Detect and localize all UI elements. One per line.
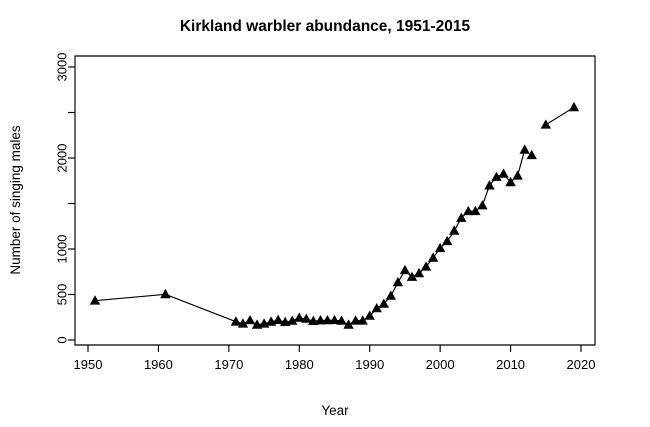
data-point-marker bbox=[301, 313, 312, 323]
data-point-marker bbox=[456, 212, 467, 222]
data-point-marker bbox=[244, 314, 256, 325]
data-point-marker bbox=[287, 315, 298, 325]
data-point-marker bbox=[272, 314, 284, 324]
y-tick-label: 500 bbox=[54, 284, 69, 306]
data-point-marker bbox=[427, 252, 439, 262]
data-point-marker bbox=[498, 168, 509, 178]
data-point-marker bbox=[371, 303, 382, 313]
x-tick-label: 1970 bbox=[214, 357, 243, 372]
data-point-marker bbox=[392, 277, 404, 287]
data-point-marker bbox=[336, 315, 347, 325]
data-point-marker bbox=[364, 310, 375, 320]
data-point-marker bbox=[441, 235, 453, 246]
x-tick-label: 2010 bbox=[496, 357, 525, 372]
data-point-marker bbox=[477, 200, 488, 210]
data-point-marker bbox=[399, 264, 411, 275]
data-point-marker bbox=[449, 225, 460, 235]
y-tick-label: 3000 bbox=[54, 53, 69, 82]
x-tick-label: 1950 bbox=[74, 357, 103, 372]
data-point-marker bbox=[491, 171, 502, 181]
data-point-marker bbox=[434, 242, 446, 253]
data-point-marker bbox=[230, 316, 242, 326]
x-tick-label: 2000 bbox=[426, 357, 455, 372]
data-point-marker bbox=[519, 144, 530, 154]
y-axis-title: Number of singing males bbox=[8, 125, 23, 275]
data-point-marker bbox=[568, 101, 580, 112]
x-tick-label: 1960 bbox=[144, 357, 173, 372]
data-point-marker bbox=[378, 298, 389, 308]
data-point-marker bbox=[385, 290, 397, 300]
page-title: Kirkland warbler abundance, 1951-2015 bbox=[179, 18, 471, 35]
data-point-marker bbox=[420, 261, 432, 271]
data-point-marker bbox=[357, 315, 368, 325]
series-line-recent-survey-points bbox=[545, 106, 575, 126]
data-point-marker bbox=[406, 271, 418, 281]
data-point-marker bbox=[160, 288, 171, 299]
data-point-marker bbox=[315, 315, 326, 325]
y-axis-ticks: 0 500 1000 2000 3000 bbox=[54, 53, 75, 344]
x-axis-title: Year bbox=[321, 403, 349, 418]
data-point-marker bbox=[294, 312, 305, 322]
data-point-marker bbox=[512, 170, 523, 180]
data-point-marker bbox=[322, 314, 333, 325]
data-point-marker bbox=[89, 295, 101, 305]
data-point-marker bbox=[484, 180, 495, 190]
series-markers bbox=[89, 101, 580, 329]
data-point-marker bbox=[413, 267, 425, 278]
series-line-main-series bbox=[94, 149, 526, 326]
data-point-marker bbox=[526, 149, 537, 160]
data-point-marker bbox=[343, 319, 354, 329]
data-point-marker bbox=[308, 315, 319, 326]
x-axis-ticks: 1950 1960 1970 1980 1990 2000 2010 2020 bbox=[74, 345, 596, 372]
data-point-marker bbox=[505, 176, 516, 187]
x-tick-label: 2020 bbox=[567, 357, 596, 372]
data-point-marker bbox=[463, 205, 474, 216]
data-point-marker bbox=[350, 315, 361, 325]
x-tick-label: 1980 bbox=[285, 357, 314, 372]
plot-frame bbox=[74, 55, 596, 346]
y-tick-label: 1000 bbox=[54, 235, 69, 264]
data-point-marker bbox=[470, 205, 481, 216]
data-point-marker bbox=[329, 314, 340, 325]
data-point-marker bbox=[540, 119, 551, 129]
x-tick-label: 1990 bbox=[355, 357, 384, 372]
y-tick-label: 0 bbox=[54, 336, 69, 343]
y-tick-label: 2000 bbox=[54, 144, 69, 173]
data-point-marker bbox=[237, 318, 249, 328]
